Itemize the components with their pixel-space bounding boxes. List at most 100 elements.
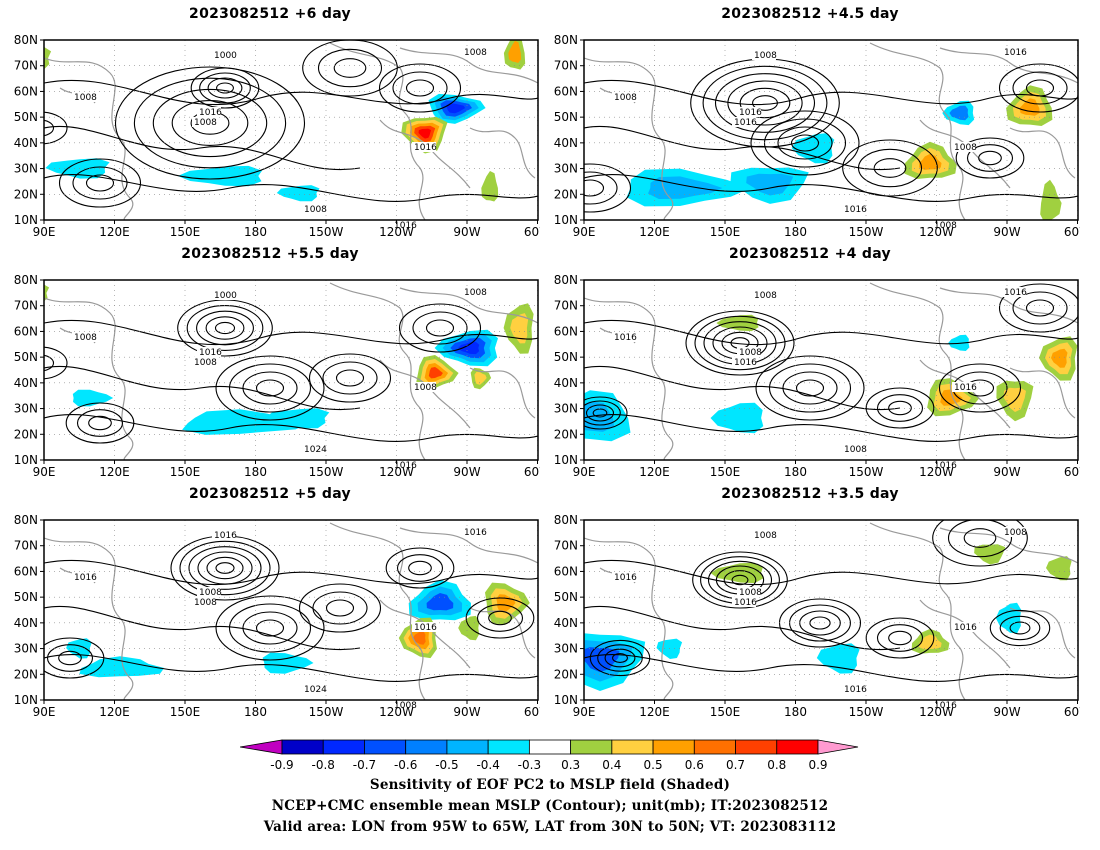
lat-label: 70N (14, 299, 38, 313)
map-svg: 1000100810161008100810241016100880N70N60… (14, 273, 540, 479)
lat-label: 40N (14, 616, 38, 630)
pressure-contour (584, 414, 1078, 442)
pressure-contour (790, 134, 820, 152)
pressure-contour (584, 654, 1078, 682)
lat-label: 10N (14, 453, 38, 467)
lon-label: 90E (33, 465, 56, 479)
pressure-contour (85, 174, 115, 192)
lat-label: 30N (554, 162, 578, 176)
pressure-contour (44, 414, 538, 442)
pressure-contour (702, 65, 828, 141)
pressure-contour (999, 615, 1041, 641)
map-frame (43, 39, 539, 221)
pressure-contour (584, 319, 1078, 346)
colorbar-label: -0.5 (435, 758, 458, 772)
contour-label: 1008 (394, 701, 417, 711)
shaded-region (919, 153, 942, 170)
lon-label: 90E (33, 705, 56, 719)
lon-label: 60W (1064, 225, 1080, 239)
lat-label: 50N (554, 350, 578, 364)
contour-label-bg (737, 347, 761, 357)
shaded-region (44, 284, 50, 302)
colorbar-box (364, 739, 407, 755)
pressure-contour (378, 63, 462, 113)
lat-label: 10N (554, 453, 578, 467)
pressure-contour (584, 179, 605, 197)
lat-label: 30N (14, 162, 38, 176)
colorbar-label: -0.8 (312, 758, 335, 772)
lat-label: 20N (554, 187, 578, 201)
pressure-contour (298, 583, 382, 633)
pressure-contour (584, 171, 618, 205)
contour-label: 1008 (739, 348, 762, 358)
contour-label-bg (932, 220, 956, 230)
lat-label: 70N (14, 59, 38, 73)
colorbar-label: 0.7 (726, 758, 745, 772)
lat-label: 30N (14, 402, 38, 416)
contour-label-bg (192, 117, 216, 127)
colorbar-right-arrow (817, 739, 859, 755)
colorbar-label: 0.4 (602, 758, 621, 772)
coastline (44, 537, 134, 700)
lon-label: 60W (524, 225, 540, 239)
pressure-contour (46, 644, 94, 672)
contour-label-bg (1002, 527, 1026, 537)
pressure-contour (465, 597, 535, 639)
pressure-contour (72, 166, 128, 200)
lat-label: 40N (14, 136, 38, 150)
lon-label: 150W (309, 465, 344, 479)
contour-label-bg (302, 444, 326, 454)
pressure-contour (255, 619, 285, 637)
pressure-contour (584, 559, 1078, 586)
colorbar-box (652, 739, 695, 755)
contour-label: 1016 (954, 623, 977, 633)
contour-label-bg (752, 530, 776, 540)
pressure-contour (731, 574, 749, 586)
contour-label: 1008 (954, 143, 977, 153)
pressure-contour (44, 174, 538, 202)
map-panel-5: 2023082512 +5 day 1016 1016 1008 1008 1016 10… (0, 486, 540, 726)
contour-label: 1008 (464, 288, 487, 298)
lon-label: 60W (524, 465, 540, 479)
contour-label: 1016 (734, 118, 757, 128)
map-frame (43, 279, 539, 461)
map-svg: 1008100810161016100810161008101680N70N60… (554, 33, 1080, 239)
contour-label-bg (302, 204, 326, 214)
pressure-contour (398, 303, 482, 353)
pressure-contour (65, 402, 135, 444)
lon-label: 150W (309, 225, 344, 239)
colorbar-box (528, 739, 572, 755)
panel-title: 2023082512 +5.5 day (181, 246, 359, 262)
contour-label: 1008 (194, 598, 217, 608)
contour-label: 1008 (614, 93, 637, 103)
pressure-contour (216, 82, 234, 94)
lon-label: 180 (244, 465, 267, 479)
lat-label: 50N (554, 110, 578, 124)
lon-label: 90E (573, 225, 596, 239)
lon-label: 120W (919, 705, 954, 719)
colorbar-box (487, 739, 530, 755)
pressure-contour (302, 40, 398, 97)
lat-label: 70N (14, 539, 38, 553)
contour-label-bg (72, 92, 96, 102)
contour-label-bg (192, 357, 216, 367)
contour-label: 1008 (304, 205, 327, 215)
map-panel-3: 2023082512 +5.5 day 1000 1008 1016 1008 1008… (0, 246, 540, 486)
coastline (469, 367, 536, 419)
lon-label: 120W (919, 225, 954, 239)
pressure-contour (795, 379, 825, 397)
colorbar-label: 0.5 (644, 758, 663, 772)
colorbar-box (693, 739, 736, 755)
pressure-contour (782, 371, 838, 405)
pressure-contour (425, 319, 455, 337)
contour-label-bg (1002, 287, 1026, 297)
contour-label-bg (932, 460, 956, 470)
pressure-contour (584, 174, 1078, 202)
contour-label-bg (412, 622, 436, 632)
lon-label: 120E (639, 465, 670, 479)
shaded-region (510, 313, 529, 344)
lon-label: 90W (453, 705, 480, 719)
pressure-contour (44, 365, 361, 411)
coastline (469, 127, 536, 179)
pressure-contour (585, 404, 615, 422)
